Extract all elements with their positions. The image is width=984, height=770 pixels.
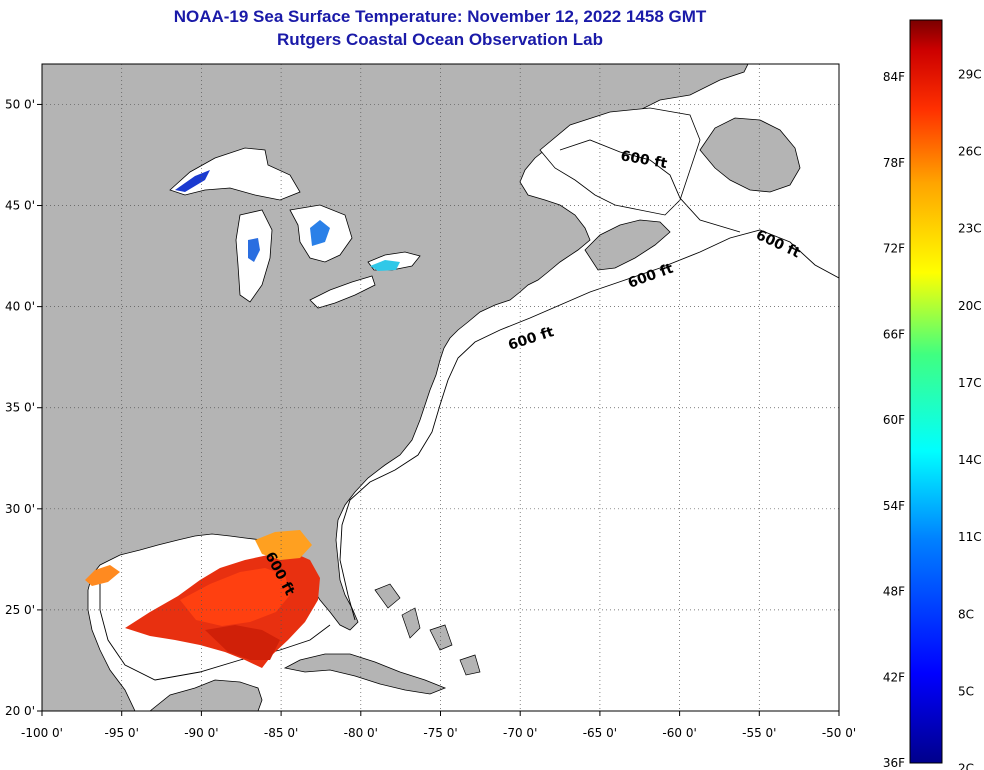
x-tick-label: -55 0' xyxy=(742,726,776,740)
x-tick-label: -70 0' xyxy=(503,726,537,740)
grid-lines xyxy=(42,64,839,711)
colorbar-f-label: 78F xyxy=(883,156,905,170)
x-tick-label: -65 0' xyxy=(583,726,617,740)
contour-600ft-gulf-stl xyxy=(559,139,741,233)
y-tick-label: 20 0' xyxy=(5,704,35,718)
y-axis-ticks: 20 0' 25 0' 30 0' 35 0' 40 0' 45 0' 50 0' xyxy=(5,97,42,718)
land-cuba xyxy=(283,653,447,695)
gulf-st-lawrence xyxy=(539,107,701,216)
colorbar-c-label: 2C xyxy=(958,762,974,770)
colorbar-f-label: 84F xyxy=(883,70,905,84)
land-north-america xyxy=(42,64,749,711)
x-tick-label: -50 0' xyxy=(822,726,856,740)
land-newfoundland xyxy=(699,117,801,193)
y-tick-label: 25 0' xyxy=(5,603,35,617)
colorbar-celsius-labels: 29C 26C 23C 20C 17C 14C 11C 8C 5C 2C xyxy=(958,67,982,770)
colorbar-f-label: 36F xyxy=(883,756,905,770)
colorbar-fahrenheit-labels: 84F 78F 72F 66F 60F 54F 48F 42F 36F xyxy=(883,70,905,770)
contour-600ft xyxy=(339,229,839,621)
colorbar-f-label: 72F xyxy=(883,242,905,256)
y-tick-label: 30 0' xyxy=(5,502,35,516)
colorbar-f-label: 42F xyxy=(883,670,905,684)
colorbar-f-label: 48F xyxy=(883,585,905,599)
sst-lake-huron xyxy=(310,220,330,246)
lake-erie xyxy=(309,275,376,309)
colorbar-c-label: 20C xyxy=(958,299,982,313)
chart-title: NOAA-19 Sea Surface Temperature: Novembe… xyxy=(173,7,707,26)
sst-lake-superior xyxy=(175,170,210,192)
sst-lake-michigan xyxy=(248,238,260,262)
y-tick-label: 40 0' xyxy=(5,300,35,314)
colorbar-f-label: 60F xyxy=(883,413,905,427)
y-tick-label: 35 0' xyxy=(5,401,35,415)
colorbar-c-label: 26C xyxy=(958,144,982,158)
colorbar-c-label: 8C xyxy=(958,607,974,621)
x-tick-label: -95 0' xyxy=(105,726,139,740)
x-tick-label: -90 0' xyxy=(184,726,218,740)
x-tick-label: -60 0' xyxy=(662,726,696,740)
chart-subtitle: Rutgers Coastal Ocean Observation Lab xyxy=(277,30,603,49)
x-tick-label: -85 0' xyxy=(264,726,298,740)
colorbar xyxy=(909,19,943,764)
colorbar-c-label: 5C xyxy=(958,685,974,699)
x-axis-ticks: -100 0' -95 0' -90 0' -85 0' -80 0' -75 0' -70… xyxy=(21,711,856,740)
x-tick-label: -75 0' xyxy=(423,726,457,740)
lake-superior xyxy=(169,147,301,201)
colorbar-c-label: 11C xyxy=(958,530,982,544)
bahamas-islands xyxy=(374,583,481,676)
colorbar-c-label: 17C xyxy=(958,376,982,390)
colorbar-c-label: 14C xyxy=(958,453,982,467)
colorbar-f-label: 54F xyxy=(883,499,905,513)
land-nova-scotia xyxy=(584,219,671,271)
colorbar-c-label: 23C xyxy=(958,222,982,236)
land-yucatan xyxy=(149,679,263,711)
colorbar-f-label: 66F xyxy=(883,327,905,341)
sst-lake-erie xyxy=(370,260,400,271)
x-tick-label: -80 0' xyxy=(344,726,378,740)
x-tick-label: -100 0' xyxy=(21,726,63,740)
y-tick-label: 50 0' xyxy=(5,97,35,111)
y-tick-label: 45 0' xyxy=(5,199,35,213)
contour-600ft-gulf xyxy=(99,580,331,681)
colorbar-c-label: 29C xyxy=(958,67,982,81)
